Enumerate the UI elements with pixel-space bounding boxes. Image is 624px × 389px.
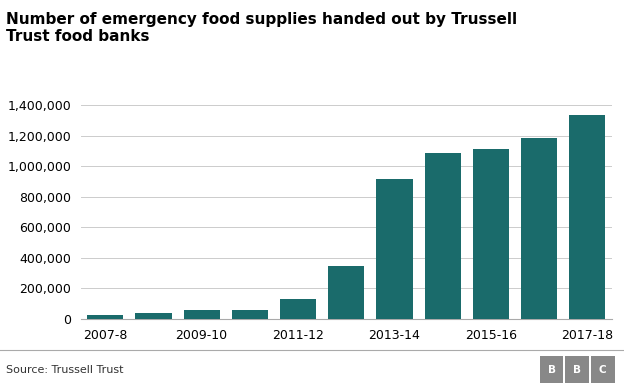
Bar [376,179,412,319]
Bar [135,313,172,319]
Text: B: B [548,364,555,375]
Text: Source: Trussell Trust: Source: Trussell Trust [6,364,124,375]
Bar [569,115,605,319]
Bar [328,266,364,319]
Bar [87,315,124,319]
Bar [473,149,509,319]
Text: Number of emergency food supplies handed out by Trussell
Trust food banks: Number of emergency food supplies handed… [6,12,517,44]
Bar [521,138,557,319]
Bar [280,299,316,319]
Text: B: B [573,364,581,375]
Text: C: C [599,364,607,375]
Bar [232,310,268,319]
Bar [425,153,461,319]
Bar [183,310,220,319]
